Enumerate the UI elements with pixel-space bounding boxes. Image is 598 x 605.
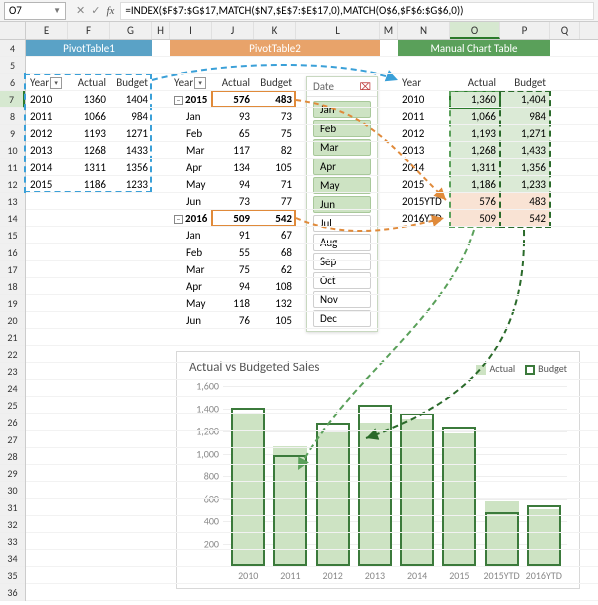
row-header-27[interactable]: 27 <box>0 431 25 448</box>
row-header-23[interactable]: 23 <box>0 363 25 380</box>
row-header-21[interactable]: 21 <box>0 329 25 346</box>
col-header-N[interactable]: N <box>398 22 450 39</box>
row-header-8[interactable]: 8 <box>0 108 25 125</box>
col-header-L[interactable]: L <box>296 22 380 39</box>
row-header-5[interactable]: 5 <box>0 57 25 74</box>
col-header-F[interactable]: F <box>68 22 110 39</box>
row-header-15[interactable]: 15 <box>0 227 25 244</box>
row-header-36[interactable]: 36 <box>0 584 25 601</box>
name-box-dropdown-icon[interactable]: ▼ <box>53 6 61 16</box>
column-header-row: EFGHIJKLMNOPQ <box>0 22 598 40</box>
row-header-24[interactable]: 24 <box>0 380 25 397</box>
cancel-icon[interactable]: ✕ <box>76 4 85 17</box>
fx-icon[interactable]: fx <box>106 5 114 17</box>
row-header-31[interactable]: 31 <box>0 499 25 516</box>
row-header-35[interactable]: 35 <box>0 567 25 584</box>
row-header-33[interactable]: 33 <box>0 533 25 550</box>
row-header-25[interactable]: 25 <box>0 397 25 414</box>
col-header-P[interactable]: P <box>500 22 550 39</box>
row-header-13[interactable]: 13 <box>0 193 25 210</box>
col-header-O[interactable]: O <box>450 22 500 39</box>
accept-icon[interactable]: ✓ <box>91 4 100 17</box>
col-header-G[interactable]: G <box>110 22 152 39</box>
col-header-Q[interactable]: Q <box>550 22 580 39</box>
col-header-M[interactable]: M <box>380 22 398 39</box>
formula-icons: ✕ ✓ fx <box>70 4 120 17</box>
col-header-J[interactable]: J <box>212 22 254 39</box>
row-header-7[interactable]: 7 <box>0 91 25 108</box>
row-header-column: 4567891011121314151617181920212223242526… <box>0 40 26 601</box>
row-header-17[interactable]: 17 <box>0 261 25 278</box>
row-header-14[interactable]: 14 <box>0 210 25 227</box>
col-header-H[interactable]: H <box>152 22 170 39</box>
row-header-19[interactable]: 19 <box>0 295 25 312</box>
name-box-value: O7 <box>9 4 22 17</box>
row-header-32[interactable]: 32 <box>0 516 25 533</box>
row-header-12[interactable]: 12 <box>0 176 25 193</box>
row-header-20[interactable]: 20 <box>0 312 25 329</box>
row-header-10[interactable]: 10 <box>0 142 25 159</box>
row-header-4[interactable]: 4 <box>0 40 25 57</box>
row-header-26[interactable]: 26 <box>0 414 25 431</box>
row-header-6[interactable]: 6 <box>0 74 25 91</box>
row-header-9[interactable]: 9 <box>0 125 25 142</box>
worksheet-area[interactable]: PivotTable1 PivotTable2 Manual Chart Tab… <box>26 40 598 601</box>
col-header-E[interactable]: E <box>26 22 68 39</box>
row-header-30[interactable]: 30 <box>0 482 25 499</box>
row-header-18[interactable]: 18 <box>0 278 25 295</box>
row-header-22[interactable]: 22 <box>0 346 25 363</box>
formula-bar: O7 ▼ ✕ ✓ fx =INDEX($F$7:$G$17,MATCH($N7,… <box>0 0 598 22</box>
row-header-34[interactable]: 34 <box>0 550 25 567</box>
col-header-K[interactable]: K <box>254 22 296 39</box>
row-header-16[interactable]: 16 <box>0 244 25 261</box>
select-all-corner[interactable] <box>0 22 26 39</box>
row-header-11[interactable]: 11 <box>0 159 25 176</box>
row-header-29[interactable]: 29 <box>0 465 25 482</box>
formula-input[interactable]: =INDEX($F$7:$G$17,MATCH($N7,$E$7:$E$17,0… <box>120 2 594 20</box>
col-header-I[interactable]: I <box>170 22 212 39</box>
row-header-28[interactable]: 28 <box>0 448 25 465</box>
name-box[interactable]: O7 ▼ <box>4 2 66 20</box>
